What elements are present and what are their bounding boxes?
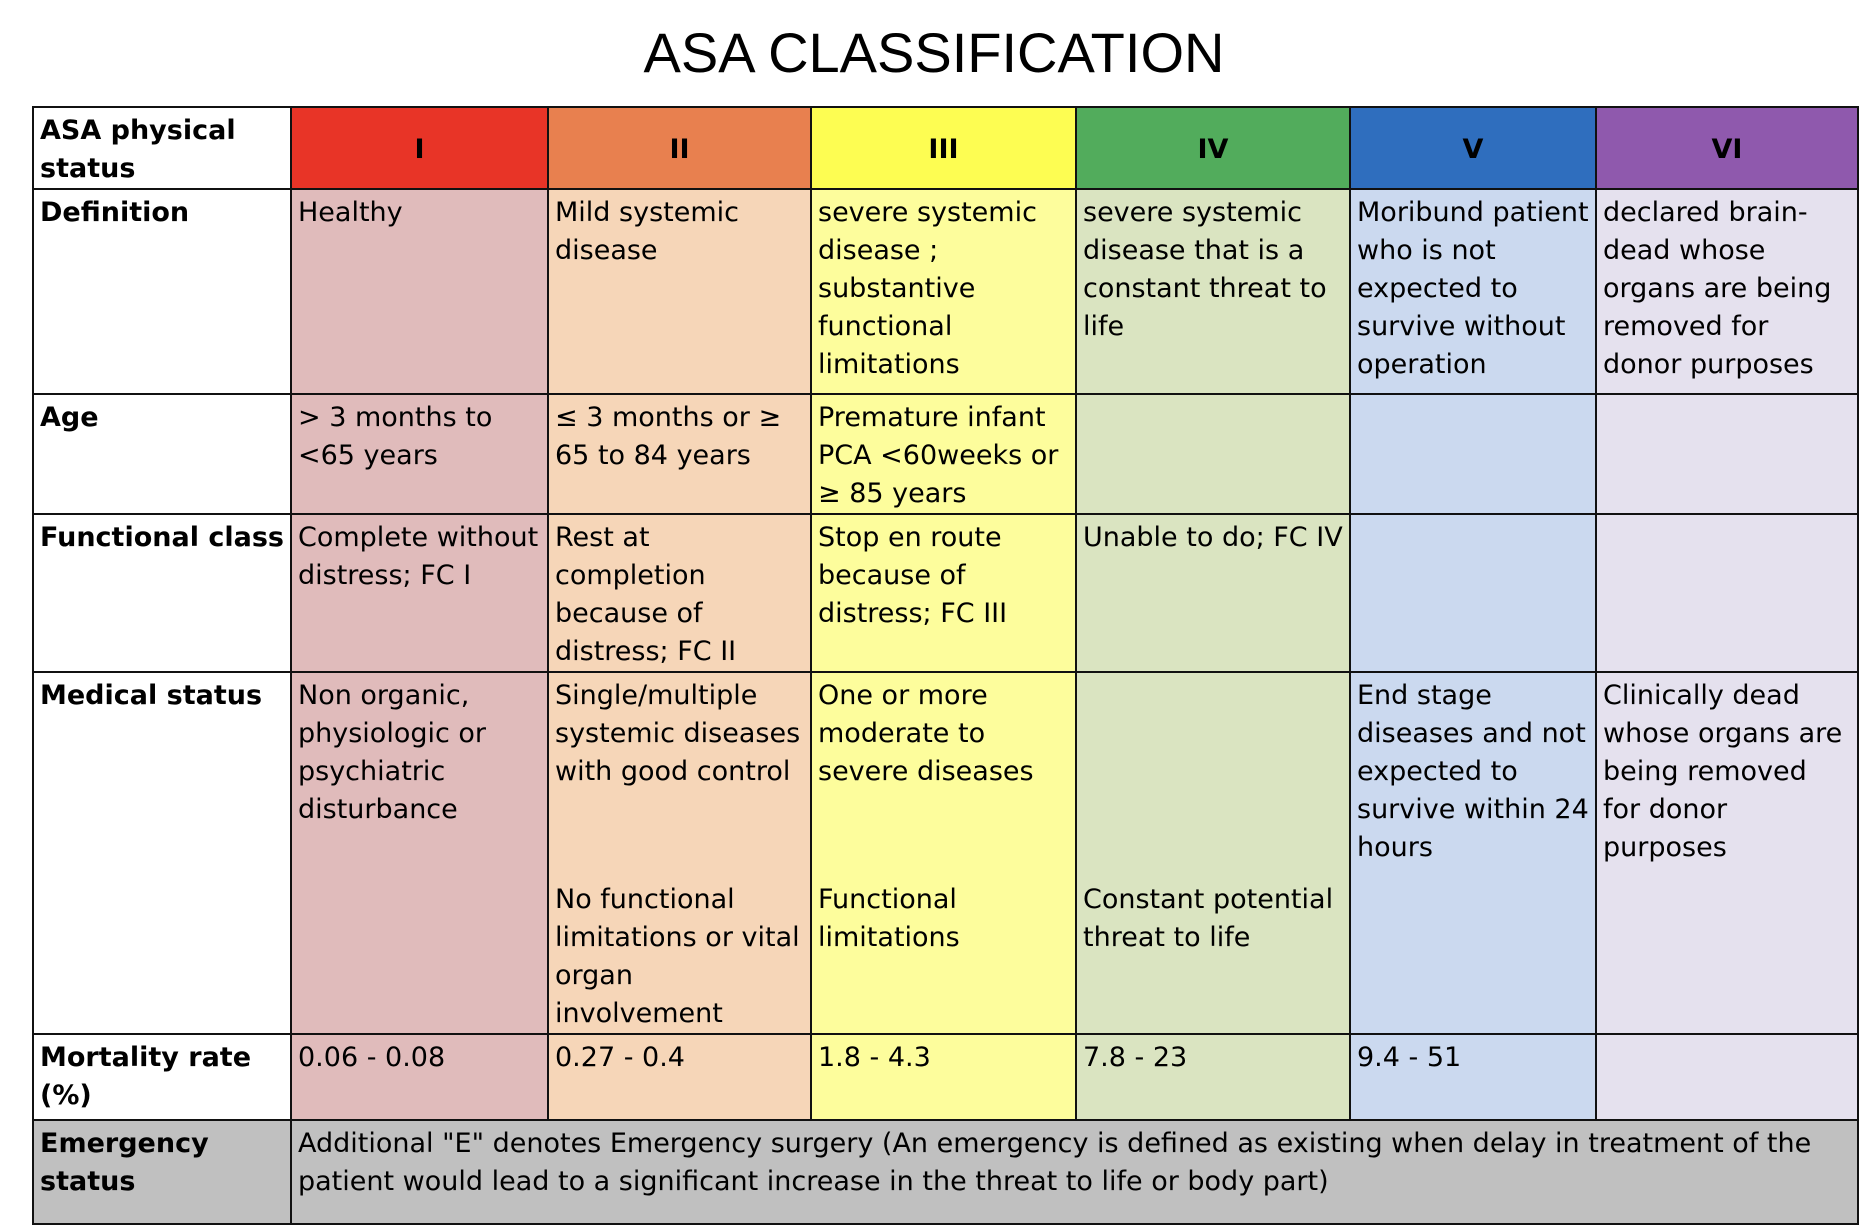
- row-label-medical-status: Medical status: [32, 671, 292, 1035]
- mortality-rate-cell-v: 9.4 - 51: [1349, 1033, 1597, 1121]
- class-header-i: I: [290, 106, 549, 190]
- definition-cell-vi: declared brain-dead whose organs are bei…: [1595, 188, 1859, 395]
- emergency-status-row: Emergency status Additional "E" denotes …: [32, 1119, 1859, 1225]
- header-row: ASA physical status I II III IV V VI: [32, 106, 1859, 190]
- functional-class-cell-v: [1349, 513, 1597, 673]
- definition-cell-iii: severe systemic disease ; substantive fu…: [810, 188, 1077, 395]
- row-label-age: Age: [32, 393, 292, 515]
- medical-status-row: Medical status Non organic, physiologic …: [32, 671, 1859, 1035]
- age-cell-iii: Premature infant PCA <60weeks or ≥ 85 ye…: [810, 393, 1077, 515]
- functional-class-cell-i: Complete without distress; FC I: [290, 513, 549, 673]
- medical-status-cell-ii: Single/multiple systemic diseases with g…: [547, 671, 812, 1035]
- definition-cell-i: Healthy: [290, 188, 549, 395]
- row-label-functional-class: Functional class: [32, 513, 292, 673]
- class-header-v: V: [1349, 106, 1597, 190]
- class-header-iii: III: [810, 106, 1077, 190]
- mortality-rate-cell-ii: 0.27 - 0.4: [547, 1033, 812, 1121]
- mortality-rate-cell-vi: [1595, 1033, 1859, 1121]
- medical-status-cell-i: Non organic, physiologic or psychiatric …: [290, 671, 549, 1035]
- header-label: ASA physical status: [32, 106, 292, 190]
- row-label-definition: Definition: [32, 188, 292, 395]
- row-label-mortality-rate: Mortality rate (%): [32, 1033, 292, 1121]
- functional-class-cell-iii: Stop en route because of distress; FC II…: [810, 513, 1077, 673]
- mortality-rate-row: Mortality rate (%) 0.06 - 0.08 0.27 - 0.…: [32, 1033, 1859, 1121]
- functional-class-cell-iv: Unable to do; FC IV: [1075, 513, 1351, 673]
- medical-status-cell-vi: Clinically dead whose organs are being r…: [1595, 671, 1859, 1035]
- mortality-rate-cell-iii: 1.8 - 4.3: [810, 1033, 1077, 1121]
- age-cell-iv: [1075, 393, 1351, 515]
- functional-class-cell-ii: Rest at completion because of distress; …: [547, 513, 812, 673]
- age-cell-v: [1349, 393, 1597, 515]
- medical-status-cell-iii: One or more moderate to severe diseases …: [810, 671, 1077, 1035]
- page-title: ASA CLASSIFICATION: [643, 21, 1225, 84]
- mortality-rate-cell-i: 0.06 - 0.08: [290, 1033, 549, 1121]
- medical-status-cell-iv: Constant potential threat to life: [1075, 671, 1351, 1035]
- emergency-status-note: Additional "E" denotes Emergency surgery…: [290, 1119, 1859, 1225]
- functional-class-row: Functional class Complete without distre…: [32, 513, 1859, 673]
- row-label-emergency-status: Emergency status: [32, 1119, 292, 1225]
- medical-status-cell-v: End stage diseases and not expected to s…: [1349, 671, 1597, 1035]
- class-header-iv: IV: [1075, 106, 1351, 190]
- definition-cell-v: Moribund patient who is not expected to …: [1349, 188, 1597, 395]
- class-header-vi: VI: [1595, 106, 1859, 190]
- mortality-rate-cell-iv: 7.8 - 23: [1075, 1033, 1351, 1121]
- class-header-ii: II: [547, 106, 812, 190]
- definition-cell-iv: severe systemic disease that is a consta…: [1075, 188, 1351, 395]
- definition-cell-ii: Mild systemic disease: [547, 188, 812, 395]
- functional-class-cell-vi: [1595, 513, 1859, 673]
- age-row: Age > 3 months to <65 years ≤ 3 months o…: [32, 393, 1859, 515]
- age-cell-ii: ≤ 3 months or ≥ 65 to 84 years: [547, 393, 812, 515]
- asa-classification-table: ASA physical status I II III IV V VI Def…: [32, 106, 1859, 1225]
- age-cell-i: > 3 months to <65 years: [290, 393, 549, 515]
- age-cell-vi: [1595, 393, 1859, 515]
- definition-row: Definition Healthy Mild systemic disease…: [32, 188, 1859, 395]
